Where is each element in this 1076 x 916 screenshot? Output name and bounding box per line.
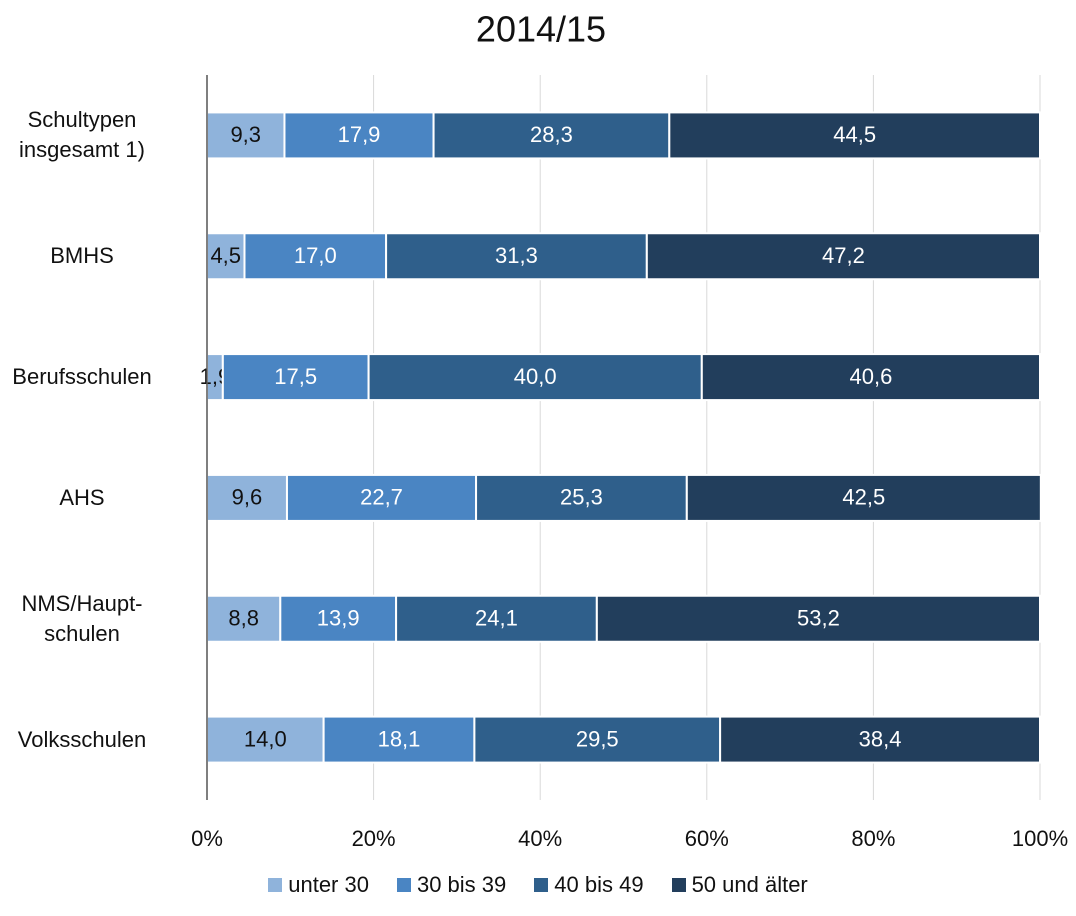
legend-label: 40 bis 49 — [554, 872, 644, 897]
bar-segment — [700, 353, 1041, 402]
legend-swatch — [534, 878, 549, 892]
x-tick-label: 20% — [352, 826, 396, 851]
data-label: 13,9 — [317, 606, 360, 631]
bar-segment — [279, 594, 398, 643]
data-label: 42,5 — [842, 485, 885, 510]
data-label: 17,5 — [274, 364, 317, 389]
bar-segment — [645, 232, 1041, 281]
y-tick-label: Volksschulen — [17, 726, 147, 752]
legend-label: 30 bis 39 — [416, 872, 507, 897]
bar-segment — [221, 353, 370, 402]
chart-title: 2014/15 — [476, 9, 606, 50]
bar-segment — [206, 232, 246, 281]
bar-segment — [243, 232, 388, 281]
data-label: 53,2 — [797, 606, 840, 631]
y-tick-label: Schultypen insgesamt 1) — [19, 107, 145, 163]
data-label: 29,5 — [576, 726, 619, 751]
bar-segment — [385, 232, 648, 281]
legend: unter 30 30 bis 39 40 bis 49 50 und älter — [0, 872, 1076, 898]
data-label: 9,6 — [232, 485, 263, 510]
legend-item: unter 30 — [268, 872, 369, 898]
y-tick-label: Berufsschulen — [12, 364, 152, 390]
data-label: 18,1 — [378, 726, 421, 751]
legend-item: 30 bis 39 — [396, 872, 507, 898]
bar-segment — [595, 594, 1041, 643]
data-label: 31,3 — [495, 243, 538, 268]
bar-segment — [206, 111, 286, 160]
legend-swatch — [671, 878, 686, 892]
data-label: 38,4 — [859, 726, 902, 751]
bar-segment — [475, 473, 688, 522]
bar-segment — [206, 715, 325, 764]
data-label: 8,8 — [228, 606, 259, 631]
bar-segment — [668, 111, 1041, 160]
data-label: 28,3 — [530, 122, 573, 147]
data-label: 25,3 — [560, 485, 603, 510]
bar-segment — [206, 594, 282, 643]
grid — [373, 75, 1041, 800]
data-label: 17,9 — [338, 122, 381, 147]
data-label: 44,5 — [833, 122, 876, 147]
data-label: 47,2 — [822, 243, 865, 268]
x-tick-label: 100% — [1012, 826, 1068, 851]
data-label: 24,1 — [475, 606, 518, 631]
y-tick-label: NMS/Haupt- schulen — [21, 590, 143, 646]
data-label: 4,5 — [210, 243, 241, 268]
legend-item: 40 bis 49 — [534, 872, 644, 898]
y-tick-label: AHS — [59, 484, 105, 510]
bar-segment — [432, 111, 671, 160]
x-tick-label: 60% — [685, 826, 729, 851]
legend-label: unter 30 — [288, 872, 369, 897]
legend-swatch — [268, 878, 283, 892]
bar-segment — [283, 111, 435, 160]
bar-segment — [473, 715, 722, 764]
y-tick-label: BMHS — [50, 243, 114, 269]
data-label: 40,6 — [849, 364, 892, 389]
x-tick-label: 80% — [851, 826, 895, 851]
legend-item: 50 und älter — [671, 872, 808, 898]
data-label: 14,0 — [244, 726, 287, 751]
bar-segment — [685, 473, 1042, 522]
x-tick-label: 40% — [518, 826, 562, 851]
legend-swatch — [396, 878, 411, 892]
data-label: 22,7 — [360, 485, 403, 510]
data-label: 9,3 — [230, 122, 261, 147]
data-label: 40,0 — [514, 364, 557, 389]
legend-label: 50 und älter — [691, 872, 808, 897]
bar-segment — [395, 594, 598, 643]
x-tick-label: 0% — [191, 826, 223, 851]
bar-segment — [367, 353, 703, 402]
data-label: 17,0 — [294, 243, 337, 268]
bar-segment — [719, 715, 1041, 764]
